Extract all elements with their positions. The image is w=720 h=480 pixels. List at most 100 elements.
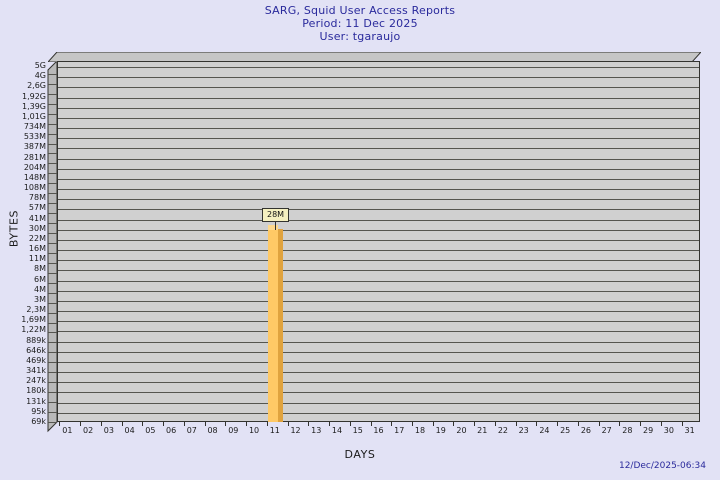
x-axis-tick-label: 25 bbox=[560, 426, 571, 435]
y-axis-tick bbox=[48, 263, 57, 264]
y-axis-tick bbox=[48, 253, 57, 254]
page-title: SARG, Squid User Access Reports bbox=[264, 4, 456, 17]
x-axis-tick-label: 30 bbox=[663, 426, 674, 435]
x-axis-tick-label: 07 bbox=[186, 426, 197, 435]
x-axis-tick bbox=[122, 422, 123, 426]
x-axis-tick-label: 20 bbox=[456, 426, 467, 435]
gridline bbox=[58, 168, 699, 170]
x-axis-tick-label: 15 bbox=[352, 426, 363, 435]
x-axis-labels: 01 02 03 04 05 06 07 08 09 10 11 12 13 14 15 16 17 18 19 20… bbox=[0, 426, 720, 440]
gridline bbox=[58, 392, 699, 394]
x-axis-tick bbox=[599, 422, 600, 426]
y-axis-tick bbox=[48, 303, 57, 304]
x-axis-tick bbox=[80, 422, 81, 426]
y-axis-tick bbox=[48, 362, 57, 363]
gridline bbox=[58, 300, 699, 302]
y-axis-tick-label: 30M bbox=[28, 223, 46, 233]
gridline bbox=[58, 341, 699, 343]
x-axis-tick-label: 03 bbox=[103, 426, 114, 435]
y-axis-tick bbox=[48, 243, 57, 244]
x-axis-tick bbox=[412, 422, 413, 426]
x-axis-tick bbox=[101, 422, 102, 426]
y-axis-tick bbox=[48, 104, 57, 105]
gridline bbox=[58, 229, 699, 231]
gridline bbox=[58, 270, 699, 272]
y-axis-tick-label: 341k bbox=[26, 366, 46, 376]
gridline bbox=[58, 372, 699, 374]
x-axis-tick bbox=[640, 422, 641, 426]
gridline bbox=[58, 148, 699, 150]
y-axis-tick bbox=[48, 293, 57, 294]
y-axis-tick bbox=[48, 412, 57, 413]
footer-timestamp: 12/Dec/2025-06:34 bbox=[618, 461, 706, 471]
y-axis-tick bbox=[48, 223, 57, 224]
gridline bbox=[58, 311, 699, 313]
x-axis-tick bbox=[453, 422, 454, 426]
gridline bbox=[58, 189, 699, 191]
y-axis-tick bbox=[48, 173, 57, 174]
y-axis-tick bbox=[48, 153, 57, 154]
gridline bbox=[58, 412, 699, 414]
y-axis-tick bbox=[48, 283, 57, 284]
x-axis-tick-label: 31 bbox=[684, 426, 695, 435]
x-axis-tick bbox=[433, 422, 434, 426]
x-axis-tick-label: 26 bbox=[580, 426, 591, 435]
y-axis-tick-label: 469k bbox=[26, 355, 46, 365]
x-axis-tick-label: 29 bbox=[643, 426, 654, 435]
y-axis-tick-label: 131k bbox=[26, 396, 46, 406]
x-axis-tick-label: 10 bbox=[248, 426, 260, 435]
x-axis-tick-label: 04 bbox=[124, 426, 135, 435]
y-axis-tick-label: 6M bbox=[34, 274, 46, 284]
y-axis-tick bbox=[48, 183, 57, 184]
gridline bbox=[58, 290, 699, 292]
y-axis-tick bbox=[48, 94, 57, 95]
y-axis-tick bbox=[48, 273, 57, 274]
gridline bbox=[58, 107, 699, 109]
gridline bbox=[58, 178, 699, 180]
bar-top-face bbox=[268, 225, 278, 230]
x-axis-tick bbox=[536, 422, 537, 426]
y-axis-tick-label: 5G bbox=[34, 61, 46, 70]
x-axis-tick bbox=[578, 422, 579, 426]
x-axis-tick-label: 19 bbox=[435, 426, 446, 435]
gridlines bbox=[58, 62, 699, 421]
y-axis-tick-label: 180k bbox=[26, 386, 46, 396]
y-axis-tick-label: 646k bbox=[26, 345, 46, 355]
y-axis-tick bbox=[48, 352, 57, 353]
x-axis-tick bbox=[184, 422, 185, 426]
report-user: User: tgaraujo bbox=[319, 30, 401, 43]
y-axis-tick-label: 1,92G bbox=[21, 91, 46, 101]
gridline bbox=[58, 260, 699, 262]
y-axis-tick bbox=[48, 74, 57, 75]
x-axis-tick bbox=[557, 422, 558, 426]
plot-area bbox=[57, 61, 700, 422]
x-axis-tick-label: 23 bbox=[518, 426, 529, 435]
gridline bbox=[58, 351, 699, 353]
y-axis-tick bbox=[48, 203, 57, 204]
x-axis-tick-label: 27 bbox=[601, 426, 612, 435]
gridline bbox=[58, 361, 699, 363]
x-axis-tick bbox=[371, 422, 372, 426]
y-axis-tick bbox=[48, 163, 57, 164]
y-axis-tick-label: 69k bbox=[31, 417, 46, 426]
x-axis-tick-label: 08 bbox=[207, 426, 218, 435]
gridline bbox=[58, 402, 699, 404]
x-axis-tick-label: 14 bbox=[331, 426, 343, 435]
y-axis-tick bbox=[48, 422, 57, 423]
gridline bbox=[58, 280, 699, 282]
report-period: Period: 11 Dec 2025 bbox=[302, 17, 418, 30]
x-axis-tick-label: 09 bbox=[228, 426, 239, 435]
y-axis-tick-label: 4M bbox=[34, 284, 46, 294]
x-axis-tick bbox=[474, 422, 475, 426]
y-axis-tick-label: 281M bbox=[23, 152, 46, 162]
y-axis-tick-label: 57M bbox=[28, 203, 46, 213]
y-axis-tick-label: 148M bbox=[23, 172, 46, 182]
gridline bbox=[58, 97, 699, 99]
gridline bbox=[58, 77, 699, 79]
x-axis-tick bbox=[163, 422, 164, 426]
callout-stem bbox=[275, 220, 276, 230]
y-axis-tick bbox=[48, 372, 57, 373]
gridline bbox=[58, 321, 699, 323]
y-axis-tick-label: 4G bbox=[34, 71, 46, 81]
x-axis-tick bbox=[516, 422, 517, 426]
